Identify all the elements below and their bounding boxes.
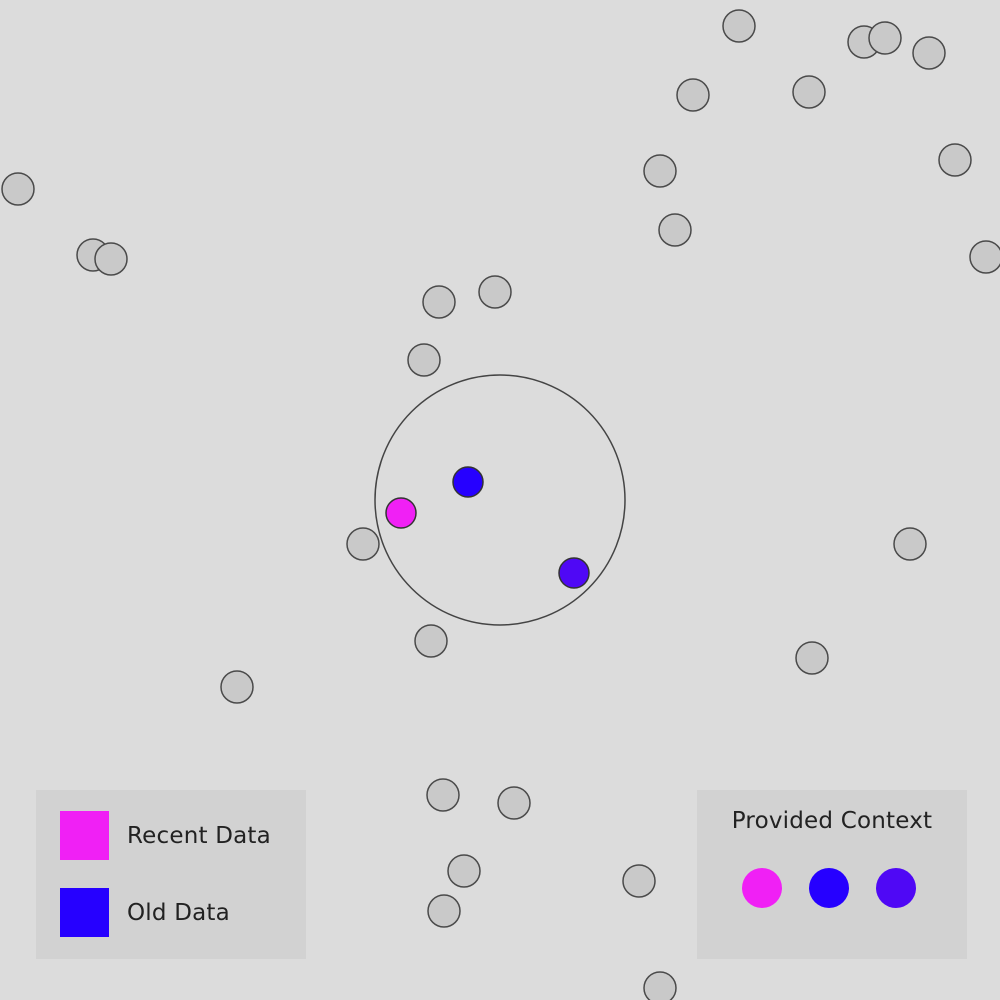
highlighted-point xyxy=(385,497,417,529)
highlighted-points-layer xyxy=(385,466,590,589)
legend-item-recent: Recent Data xyxy=(60,811,271,860)
context-legend: Provided Context xyxy=(697,790,967,959)
neutral-point xyxy=(407,343,441,377)
recent-swatch xyxy=(60,811,109,860)
highlighted-point xyxy=(558,557,590,589)
neutral-point xyxy=(643,971,677,1000)
neutral-point xyxy=(868,21,902,55)
neutral-point xyxy=(658,213,692,247)
neutral-point xyxy=(912,36,946,70)
neutral-point xyxy=(414,624,448,658)
legend-item-old: Old Data xyxy=(60,888,230,937)
data-legend: Recent Data Old Data xyxy=(36,790,306,959)
neutral-point xyxy=(722,9,756,43)
neutral-point xyxy=(346,527,380,561)
neutral-point xyxy=(94,242,128,276)
neutral-point xyxy=(938,143,972,177)
neutral-point xyxy=(426,778,460,812)
neutral-point xyxy=(1,172,35,206)
neutral-point xyxy=(497,786,531,820)
highlighted-point xyxy=(452,466,484,498)
neutral-point xyxy=(622,864,656,898)
legend-label-recent: Recent Data xyxy=(127,822,271,849)
context-dots xyxy=(742,868,916,908)
neutral-point xyxy=(447,854,481,888)
context-dot-recent xyxy=(742,868,782,908)
neutral-point xyxy=(220,670,254,704)
neutral-point xyxy=(478,275,512,309)
neutral-point xyxy=(643,154,677,188)
neutral-point xyxy=(676,78,710,112)
legend-label-old: Old Data xyxy=(127,899,230,926)
neutral-point xyxy=(795,641,829,675)
context-dot-mixed xyxy=(876,868,916,908)
neutral-points-layer xyxy=(1,9,1000,1000)
context-title: Provided Context xyxy=(731,808,933,834)
neutral-point xyxy=(427,894,461,928)
neutral-point xyxy=(969,240,1000,274)
old-swatch xyxy=(60,888,109,937)
context-dot-old xyxy=(809,868,849,908)
neutral-point xyxy=(893,527,927,561)
context-radius-circle xyxy=(374,374,626,626)
neutral-point xyxy=(422,285,456,319)
neutral-point xyxy=(792,75,826,109)
